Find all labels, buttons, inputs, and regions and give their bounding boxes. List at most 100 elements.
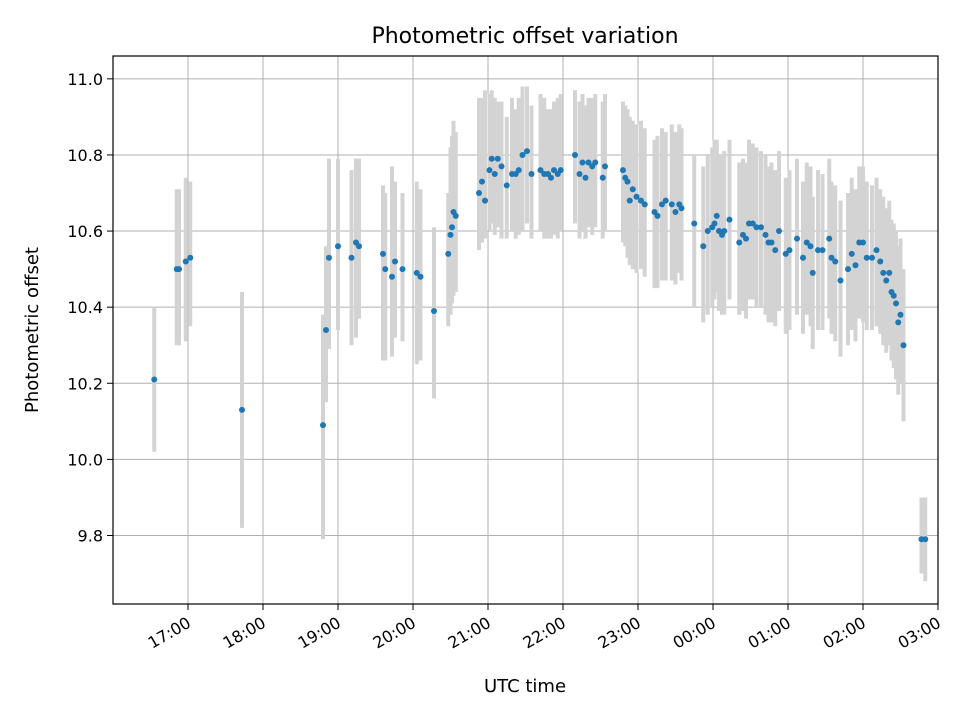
data-point [819,247,826,254]
data-point [348,254,355,261]
data-point [585,159,592,166]
data-point [837,277,844,284]
data-point [883,277,890,284]
data-point [599,174,606,181]
data-point [877,258,884,265]
data-point [897,311,904,318]
y-axis-ticks: 9.8 10.0 10.2 10.4 10.6 10.8 11.0 [67,70,113,546]
data-point [389,273,395,280]
y-tick-label: 10.0 [67,450,103,469]
data-point [743,235,749,242]
data-point [828,254,835,261]
x-tick-label: 17:00 [145,613,194,653]
data-point [869,254,875,261]
plot-frame [112,55,939,605]
data-point [852,262,859,269]
data-point [803,239,810,246]
data-point [668,201,675,208]
data-point [602,163,608,170]
data-point [392,258,398,265]
data-point [815,247,821,254]
data-point [758,224,764,231]
data-point [557,167,564,174]
data-point [890,292,897,299]
x-tick-label: 21:00 [445,613,494,653]
data-point [176,266,182,273]
data-point [380,250,386,257]
data-point [800,254,806,261]
data-point [922,536,929,543]
y-tick-label: 10.4 [67,298,103,317]
data-point [582,174,589,181]
x-tick-label: 20:00 [370,613,419,653]
data-point [721,228,728,235]
data-point [447,231,454,238]
data-point [782,250,789,257]
data-point [491,170,498,177]
data-point [323,327,329,333]
y-tick-label: 11.0 [67,70,103,89]
data-point [151,376,158,383]
data-point [672,209,679,216]
data-point [572,151,578,158]
data-point [860,239,866,246]
data-point [641,201,648,208]
data-point [488,155,495,162]
data-point [638,197,644,204]
data-point [886,269,893,276]
data-point [528,170,535,177]
data-point [187,254,194,261]
data-point [576,170,583,177]
y-axis-label: Photometric offset [22,247,43,413]
data-point [486,167,493,174]
data-point [809,269,816,276]
data-point [239,406,245,413]
x-tick-label: 02:00 [820,613,869,653]
data-point [498,163,505,170]
data-point [620,167,626,174]
y-tick-label: 10.2 [67,374,103,393]
data-point [476,190,482,196]
x-axis-ticks: 17:00 18:00 19:00 20:00 21:00 22:00 23:00 00:00… [145,604,944,653]
x-tick-label: 19:00 [295,613,344,653]
data-point [515,167,522,174]
data-point [832,258,839,265]
data-point [895,319,902,326]
data-point [768,239,775,246]
data-point [711,220,718,227]
data-point [845,266,851,273]
data-point [772,247,779,254]
data-point [626,197,633,204]
x-tick-label: 03:00 [895,613,944,653]
data-point [479,178,485,185]
data-point [537,167,544,174]
data-point [629,186,636,193]
data-point [713,212,720,219]
data-point [452,212,459,219]
data-point [399,266,406,273]
data-point [900,342,907,349]
chart-title: Photometric offset variation [371,24,678,49]
data-point [449,224,455,231]
data-point [826,235,833,242]
data-point [417,273,424,280]
data-point [700,243,707,250]
data-point [551,167,557,174]
data-point [893,300,899,307]
data-point [863,254,870,261]
data-point [335,243,341,250]
data-point [592,159,599,166]
data-point [579,159,586,166]
data-point [704,228,711,235]
data-point [662,197,669,204]
data-point [519,151,526,158]
data-point [678,205,685,212]
y-tick-label: 10.8 [67,146,103,165]
data-point [807,243,814,250]
x-tick-label: 18:00 [220,613,269,653]
data-point [736,239,743,246]
x-tick-label: 00:00 [670,613,719,653]
data-point [548,174,554,181]
x-tick-label: 01:00 [745,613,794,653]
data-point [873,247,880,254]
